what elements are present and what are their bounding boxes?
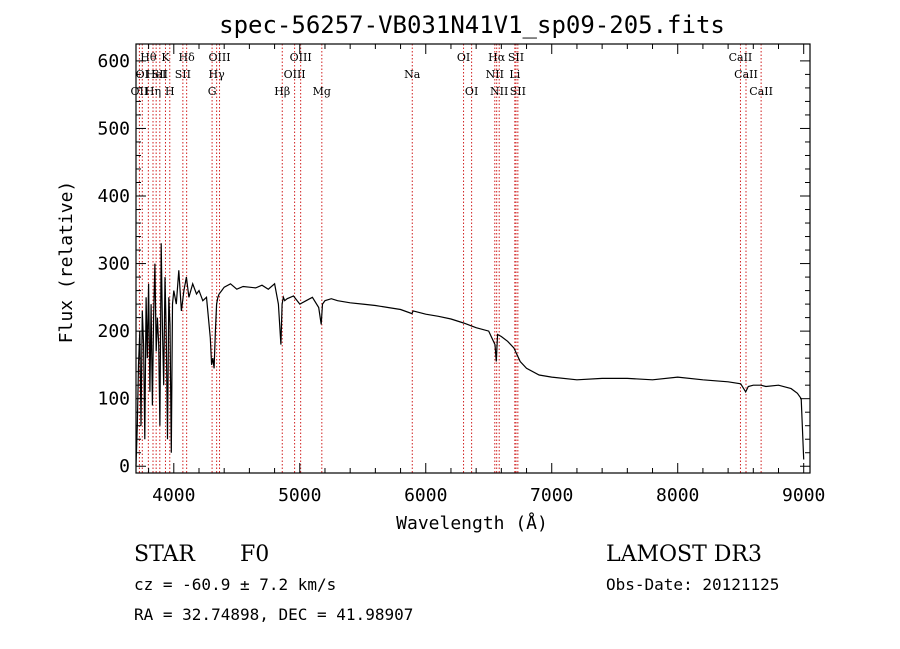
marker-label: SII <box>510 85 526 98</box>
marker-label: CaII <box>734 68 758 81</box>
obs-date-text: Obs-Date: 20121125 <box>606 575 779 594</box>
y-axis-ticks: 0 100 200 300 400 500 600 <box>97 51 810 477</box>
x-tick-label: 5000 <box>278 485 321 506</box>
marker-label: Mg <box>313 85 331 98</box>
y-tick-label: 400 <box>97 186 130 207</box>
marker-label: SII <box>175 68 191 81</box>
y-tick-label: 0 <box>119 456 130 477</box>
y-tick-label: 200 <box>97 321 130 342</box>
marker-label: HeI <box>146 68 166 81</box>
marker-label: Hα <box>488 51 506 64</box>
class-label: STAR <box>134 542 196 567</box>
marker-label: Hθ <box>140 51 157 64</box>
marker-label: NII <box>486 68 504 81</box>
marker-label: Hβ <box>274 85 290 98</box>
marker-label: OIII <box>284 68 306 81</box>
marker-label: CaII <box>749 85 773 98</box>
x-tick-label: 9000 <box>782 485 825 506</box>
marker-label: G <box>208 85 217 98</box>
y-tick-label: 100 <box>97 389 130 410</box>
survey-label: LAMOST DR3 <box>606 542 762 567</box>
x-axis-label: Wavelength (Å) <box>396 512 548 534</box>
x-tick-label: 6000 <box>404 485 447 506</box>
subclass-label: F0 <box>240 542 269 567</box>
marker-label: Li <box>509 68 520 81</box>
line-marker-labels: OIIOIHθHηHeISIIKHHδSIIGHγOIIIHβOIIIOIIIM… <box>131 51 773 98</box>
marker-label: OI <box>136 68 149 81</box>
marker-label: OI <box>465 85 478 98</box>
marker-label: Hγ <box>209 68 226 81</box>
marker-label: H <box>165 85 175 98</box>
x-tick-label: 4000 <box>152 485 195 506</box>
marker-label: Na <box>404 68 421 81</box>
line-marker-lines <box>138 44 762 473</box>
y-tick-label: 300 <box>97 254 130 275</box>
marker-label: SII <box>508 51 524 64</box>
y-tick-label: 600 <box>97 51 130 72</box>
x-tick-label: 8000 <box>656 485 699 506</box>
marker-label: OII <box>131 85 149 98</box>
marker-label: K <box>161 51 170 64</box>
marker-label: CaII <box>729 51 753 64</box>
marker-label: OIII <box>290 51 312 64</box>
marker-label: OI <box>457 51 470 64</box>
marker-label: Hδ <box>179 51 196 64</box>
plot-frame <box>135 43 811 474</box>
chart-title: spec-56257-VB031N41V1_sp09-205.fits <box>219 11 725 39</box>
marker-label: SII <box>152 68 168 81</box>
coords-text: RA = 32.74898, DEC = 41.98907 <box>134 605 413 624</box>
spectrum-line <box>135 243 805 467</box>
redshift-text: cz = -60.9 ± 7.2 km/s <box>134 575 336 594</box>
y-axis-label: Flux (relative) <box>56 181 77 344</box>
x-tick-label: 7000 <box>530 485 573 506</box>
marker-label: OIII <box>208 51 230 64</box>
marker-label: NII <box>490 85 508 98</box>
x-axis-ticks: 4000 5000 6000 7000 8000 9000 <box>148 44 825 506</box>
y-tick-label: 500 <box>97 118 130 139</box>
marker-label: Hη <box>145 85 161 98</box>
